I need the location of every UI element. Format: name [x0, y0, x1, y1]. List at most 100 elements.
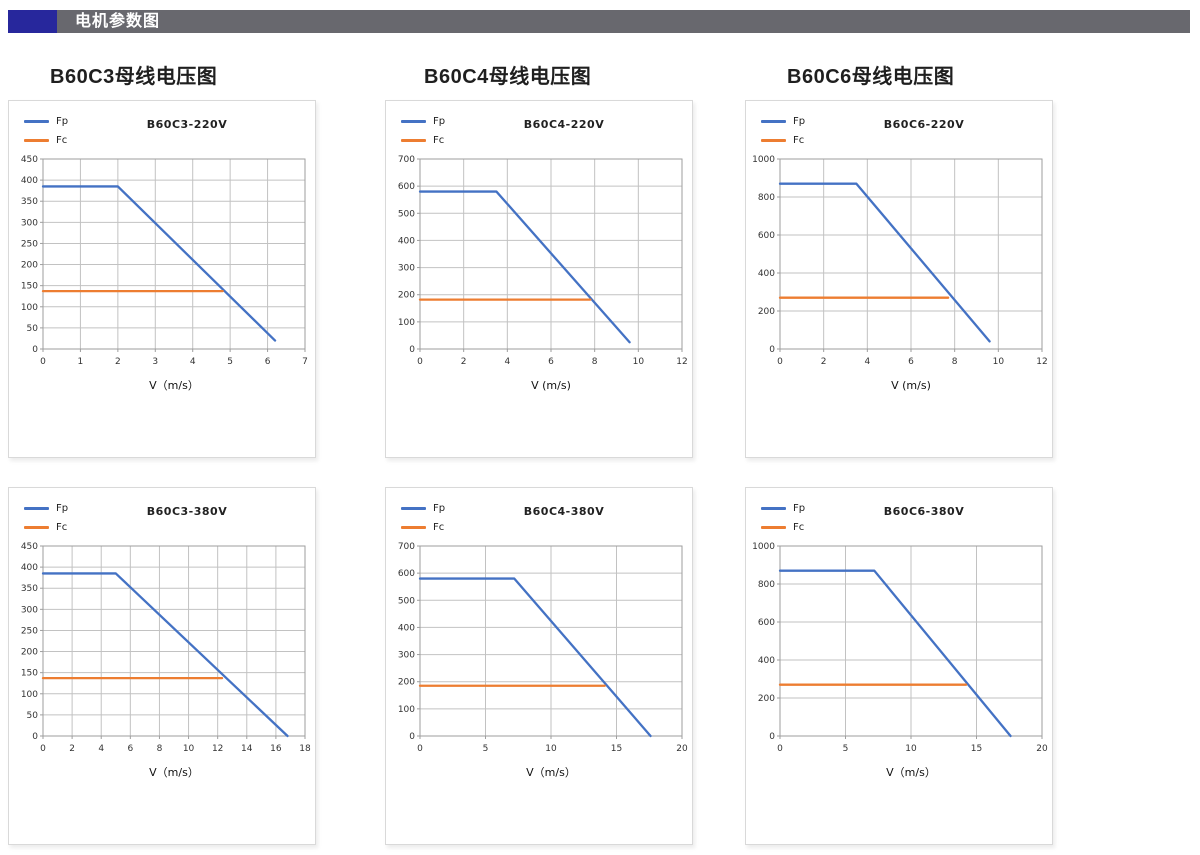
legend-label-fc: Fc: [56, 521, 68, 533]
svg-text:1: 1: [78, 357, 84, 367]
svg-text:400: 400: [398, 236, 415, 246]
svg-text:V（m/s）: V（m/s）: [886, 766, 936, 779]
svg-text:800: 800: [758, 193, 775, 203]
chart-title: B60C6-220V: [883, 118, 965, 131]
chart-title: B60C3-380V: [146, 505, 228, 518]
page-title: 电机参数图: [75, 13, 161, 30]
svg-text:0: 0: [40, 357, 46, 367]
section-title-b60c3: B60C3母线电压图: [50, 66, 218, 88]
svg-text:12: 12: [1036, 357, 1047, 367]
chart-panel-b60c3-380v: Fp Fc B60C3-380V 0 2 4 6 8 10 12 14 16 18 0 50 100 15…: [8, 487, 316, 845]
chart-panel-b60c3-220v: Fp Fc B60C3-220V 0 1 2 3 4 5 6 7 0 50 100 150 200 250…: [8, 100, 316, 458]
svg-text:18: 18: [299, 744, 311, 754]
chart-legend: Fp Fc: [761, 501, 805, 539]
svg-text:10: 10: [905, 744, 917, 754]
svg-text:V (m/s): V (m/s): [531, 379, 571, 392]
svg-text:50: 50: [27, 711, 39, 721]
legend-item-fp: Fp: [24, 501, 68, 515]
svg-text:0: 0: [769, 732, 775, 742]
svg-text:0: 0: [777, 744, 783, 754]
fc-line-swatch: [401, 525, 426, 529]
fc-line-swatch: [761, 525, 786, 529]
plot-area: 0 1 2 3 4 5 6 7 0 50 100 150 200 250 300 350 400 450 V（m/s…: [21, 155, 308, 392]
svg-text:5: 5: [843, 744, 849, 754]
svg-text:200: 200: [758, 694, 775, 704]
section-title-b60c4: B60C4母线电压图: [424, 66, 592, 88]
chart-panel-b60c6-220v: Fp Fc B60C6-220V 0 2 4 6 8 10 12 0 200 400 600 800 1…: [745, 100, 1053, 458]
fp-line-swatch: [401, 506, 426, 510]
svg-text:8: 8: [952, 357, 958, 367]
svg-text:600: 600: [398, 569, 415, 579]
svg-text:V（m/s）: V（m/s）: [526, 766, 576, 779]
svg-text:0: 0: [32, 345, 38, 355]
svg-text:4: 4: [504, 357, 510, 367]
svg-text:700: 700: [398, 155, 415, 165]
chart-legend: Fp Fc: [24, 501, 68, 539]
chart-legend: Fp Fc: [24, 114, 68, 152]
legend-item-fc: Fc: [401, 520, 445, 534]
svg-text:300: 300: [21, 605, 38, 615]
legend-label-fc: Fc: [56, 134, 68, 146]
chart-title: B60C4-220V: [523, 118, 605, 131]
fc-line-swatch: [401, 138, 426, 142]
svg-text:6: 6: [548, 357, 554, 367]
svg-text:150: 150: [21, 669, 38, 679]
chart-title: B60C3-220V: [146, 118, 228, 131]
svg-text:V（m/s）: V（m/s）: [149, 379, 199, 392]
page-header: 电机参数图: [8, 10, 1190, 33]
header-bar: 电机参数图: [57, 10, 1190, 33]
legend-item-fc: Fc: [401, 133, 445, 147]
legend-item-fc: Fc: [761, 133, 805, 147]
chart-legend: Fp Fc: [401, 501, 445, 539]
svg-text:2: 2: [821, 357, 827, 367]
svg-text:200: 200: [398, 291, 415, 301]
chart-title: B60C4-380V: [523, 505, 605, 518]
svg-text:100: 100: [398, 705, 415, 715]
legend-item-fc: Fc: [24, 520, 68, 534]
svg-text:50: 50: [27, 324, 39, 334]
svg-text:600: 600: [758, 618, 775, 628]
svg-text:400: 400: [21, 563, 38, 573]
legend-item-fp: Fp: [761, 114, 805, 128]
legend-label-fp: Fp: [433, 502, 446, 514]
svg-text:100: 100: [21, 303, 38, 313]
svg-text:250: 250: [21, 626, 38, 636]
chart-title: B60C6-380V: [883, 505, 965, 518]
svg-text:500: 500: [398, 596, 415, 606]
svg-text:8: 8: [157, 744, 163, 754]
svg-text:0: 0: [40, 744, 46, 754]
plot-area: 0 2 4 6 8 10 12 0 200 400 600 800 1000 V (m/s): [752, 155, 1048, 392]
legend-label-fc: Fc: [793, 134, 805, 146]
svg-text:600: 600: [758, 231, 775, 241]
svg-text:350: 350: [21, 584, 38, 594]
svg-text:6: 6: [908, 357, 914, 367]
svg-text:300: 300: [398, 264, 415, 274]
svg-text:450: 450: [21, 155, 38, 165]
svg-text:15: 15: [611, 744, 622, 754]
svg-text:800: 800: [758, 580, 775, 590]
svg-text:2: 2: [115, 357, 121, 367]
svg-text:0: 0: [409, 345, 415, 355]
svg-text:600: 600: [398, 182, 415, 192]
legend-item-fc: Fc: [761, 520, 805, 534]
svg-text:3: 3: [152, 357, 158, 367]
svg-text:15: 15: [971, 744, 982, 754]
svg-text:100: 100: [21, 690, 38, 700]
svg-text:200: 200: [21, 261, 38, 271]
legend-item-fp: Fp: [401, 501, 445, 515]
svg-text:6: 6: [265, 357, 271, 367]
svg-text:400: 400: [758, 269, 775, 279]
legend-label-fp: Fp: [433, 115, 446, 127]
fc-line-swatch: [761, 138, 786, 142]
svg-text:2: 2: [69, 744, 75, 754]
legend-label-fp: Fp: [56, 502, 69, 514]
legend-label-fc: Fc: [433, 521, 445, 533]
plot-area: 0 2 4 6 8 10 12 0 100 200 300 400 500 600 700 V (m/s): [398, 155, 688, 392]
svg-text:450: 450: [21, 542, 38, 552]
chart-panel-b60c4-220v: Fp Fc B60C4-220V 0 2 4 6 8 10 12 0 100 200 300 400 5…: [385, 100, 693, 458]
svg-text:20: 20: [676, 744, 688, 754]
svg-text:14: 14: [241, 744, 253, 754]
svg-text:200: 200: [21, 648, 38, 658]
